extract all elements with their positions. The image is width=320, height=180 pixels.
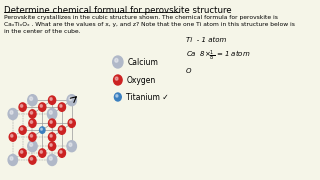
Circle shape [58, 103, 66, 111]
Circle shape [10, 157, 13, 160]
Circle shape [30, 121, 33, 123]
Text: Titanium ✓: Titanium ✓ [125, 93, 168, 102]
Circle shape [40, 127, 45, 133]
Circle shape [69, 143, 72, 146]
Circle shape [30, 97, 33, 100]
Circle shape [30, 111, 33, 114]
Text: Ca  8$\times\frac{1}{8}$ = 1 atom: Ca 8$\times\frac{1}{8}$ = 1 atom [186, 49, 251, 63]
Circle shape [29, 110, 36, 118]
Circle shape [67, 141, 76, 152]
Circle shape [19, 149, 26, 157]
Circle shape [39, 103, 46, 111]
Circle shape [49, 142, 56, 150]
Circle shape [50, 121, 52, 123]
Circle shape [60, 128, 62, 130]
Circle shape [50, 98, 52, 100]
Circle shape [11, 134, 13, 137]
Circle shape [28, 141, 37, 152]
Circle shape [40, 151, 43, 153]
Circle shape [19, 103, 26, 111]
Text: Calcium: Calcium [127, 57, 158, 66]
Circle shape [9, 133, 16, 141]
Circle shape [30, 158, 33, 160]
Circle shape [49, 111, 52, 114]
Circle shape [30, 143, 33, 146]
Circle shape [39, 149, 46, 157]
Circle shape [40, 105, 43, 107]
Text: Determine chemical formual for perovskite structure: Determine chemical formual for perovskit… [4, 6, 232, 15]
Circle shape [115, 58, 118, 62]
Circle shape [28, 95, 37, 106]
Text: Ti  - 1 atom: Ti - 1 atom [186, 37, 227, 43]
Text: Oxygen: Oxygen [126, 75, 156, 84]
Circle shape [58, 126, 66, 134]
Circle shape [47, 109, 57, 120]
Circle shape [29, 133, 36, 141]
Circle shape [116, 95, 118, 97]
Circle shape [41, 128, 42, 130]
Circle shape [50, 134, 52, 137]
Circle shape [67, 95, 76, 106]
Circle shape [68, 119, 75, 127]
Text: O: O [186, 68, 192, 74]
Text: Perovskite crystallizes in the cubic structure shown. The chemical formula for p: Perovskite crystallizes in the cubic str… [4, 15, 295, 34]
Circle shape [69, 121, 72, 123]
Circle shape [60, 151, 62, 153]
Circle shape [29, 156, 36, 164]
Circle shape [114, 75, 122, 85]
Circle shape [10, 111, 13, 114]
Circle shape [60, 105, 62, 107]
Circle shape [30, 134, 33, 137]
Circle shape [115, 93, 121, 101]
Circle shape [47, 154, 57, 165]
Circle shape [58, 149, 66, 157]
Circle shape [29, 119, 36, 127]
Circle shape [69, 97, 72, 100]
Circle shape [115, 77, 118, 80]
Circle shape [8, 109, 18, 120]
Circle shape [20, 105, 23, 107]
Circle shape [49, 157, 52, 160]
Circle shape [8, 154, 18, 165]
Circle shape [113, 56, 123, 68]
Circle shape [50, 144, 52, 146]
Circle shape [19, 126, 26, 134]
Circle shape [49, 119, 56, 127]
Circle shape [49, 133, 56, 141]
Circle shape [20, 151, 23, 153]
Circle shape [20, 128, 23, 130]
Circle shape [49, 96, 56, 104]
